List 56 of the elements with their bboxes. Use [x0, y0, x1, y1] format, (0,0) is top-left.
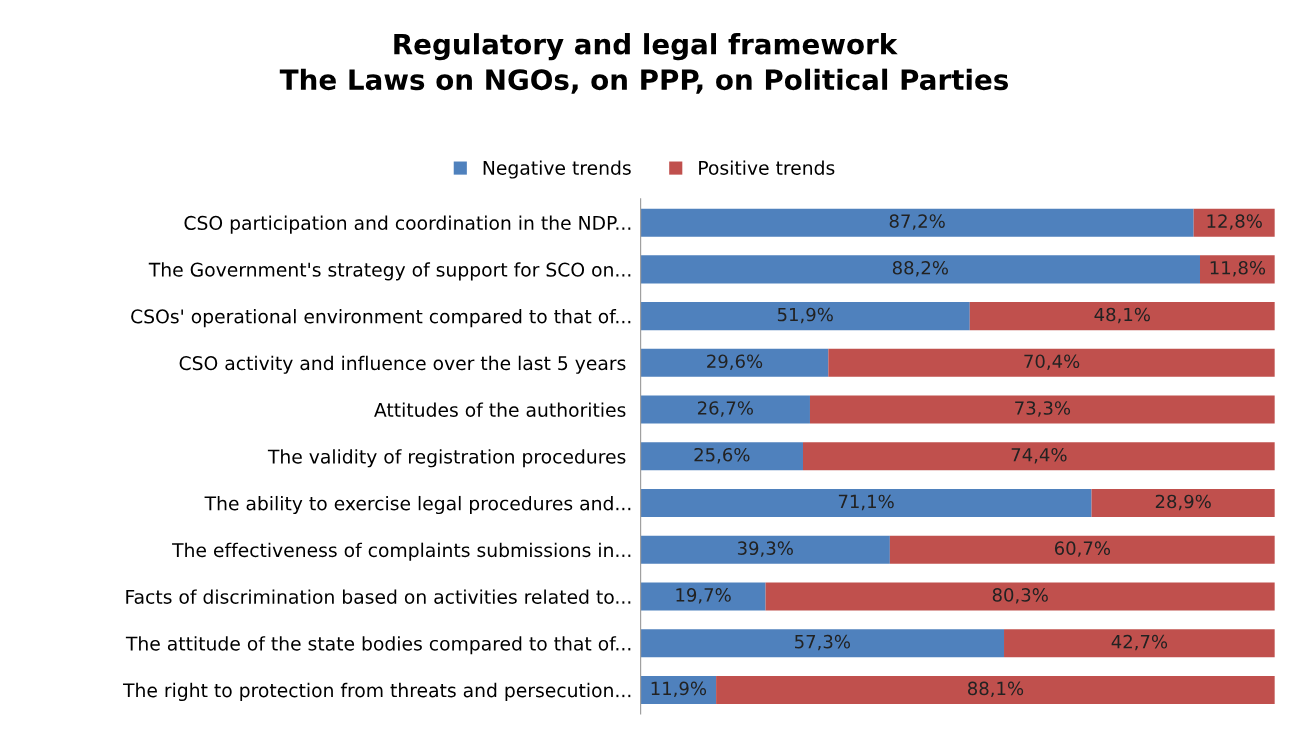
y-tick-label: Attitudes of the authorities — [374, 402, 626, 417]
data-label: 88,2% — [892, 260, 948, 277]
bar — [1091, 489, 1275, 518]
y-tick-label: The validity of registration procedures — [267, 449, 626, 468]
chart-title: Regulatory and legal framework The Laws on NGOs, on PPP, on Political Parties — [279, 33, 1009, 94]
bar — [640, 675, 717, 705]
bar — [889, 535, 1275, 564]
data-label: 25,6% — [694, 447, 750, 464]
data-label: 26,7% — [697, 401, 753, 417]
data-label: 60,7% — [1054, 541, 1111, 557]
bar — [640, 535, 890, 564]
data-label: 28,9% — [1155, 494, 1211, 511]
data-label: 74,4% — [1011, 447, 1067, 464]
bar — [809, 395, 1275, 424]
data-label: 57,3% — [795, 634, 851, 651]
data-label: 70,4% — [1024, 354, 1080, 370]
bar — [640, 442, 803, 471]
y-tick-label: The right to protection from threats and persecution... — [123, 682, 631, 702]
data-label: 88,1% — [968, 681, 1024, 698]
data-label: 80,3% — [992, 588, 1048, 604]
y-tick-label: The effectiveness of complaints submissions in... — [172, 542, 631, 561]
data-label: 39,3% — [737, 541, 793, 557]
y-tick-label: The attitude of the state bodies compared to that of... — [125, 636, 631, 655]
y-tick-label: CSOs' operational environment compared to that of... — [131, 308, 631, 328]
data-label: 51,9% — [777, 307, 833, 324]
bar — [828, 348, 1275, 377]
bar — [640, 302, 970, 331]
bar — [716, 675, 1275, 705]
y-tick-label: The Government's strategy of support for SCO on... — [148, 262, 631, 281]
data-label: 48,1% — [1094, 307, 1150, 324]
legend-label: Positive trends — [699, 160, 835, 175]
data-label: 87,2% — [889, 214, 945, 230]
bar — [640, 208, 1194, 237]
data-label: 19,7% — [676, 588, 731, 604]
bar — [640, 348, 829, 377]
y-tick-label: The ability to exercise legal procedures and... — [204, 495, 631, 515]
bar — [1004, 629, 1275, 658]
legend-label: Negative trends — [483, 160, 631, 179]
y-tick-label: CSO participation and coordination in the NDP... — [184, 215, 631, 234]
bar — [640, 255, 1200, 284]
data-label: 71,1% — [838, 494, 894, 511]
bar — [765, 582, 1275, 611]
data-label: 73,3% — [1015, 401, 1071, 417]
data-label: 42,7% — [1111, 634, 1168, 651]
bar — [640, 489, 1092, 518]
bar — [640, 582, 766, 611]
data-label: 12,8% — [1207, 214, 1262, 230]
y-tick-label: CSO activity and influence over the last 5 years — [179, 355, 626, 374]
y-tick-label: Facts of discrimination based on activities related to... — [126, 589, 631, 604]
bar — [640, 629, 1005, 658]
bar — [969, 302, 1275, 331]
data-label: 11,9% — [651, 681, 707, 698]
data-label: 29,6% — [707, 354, 763, 370]
bar — [802, 442, 1275, 471]
data-label: 11,8% — [1210, 260, 1266, 277]
bar — [640, 395, 810, 424]
